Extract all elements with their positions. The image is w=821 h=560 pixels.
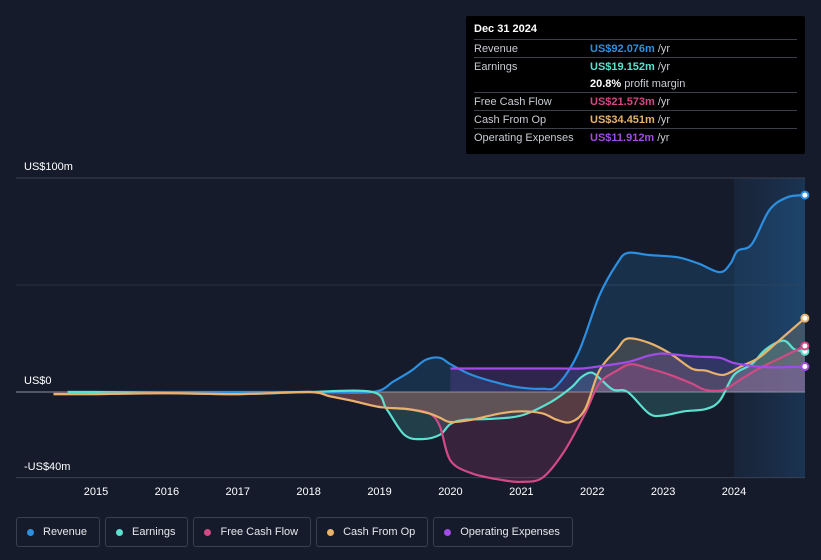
tooltip-unit: /yr (657, 60, 671, 73)
x-tick-2021: 2021 (509, 486, 533, 498)
tooltip-unit: profit margin (624, 77, 686, 90)
legend-item-cash-from-op[interactable]: Cash From Op (316, 517, 429, 547)
x-axis-ticks: 2015 2016 2017 2018 2019 2020 2021 2022 2023 2024 (84, 486, 746, 498)
legend-item-revenue[interactable]: Revenue (16, 517, 101, 547)
endpoint-free-cash-flow (800, 341, 810, 351)
line-operating-expenses (450, 352, 805, 370)
series-lines (53, 194, 806, 484)
x-tick-2019: 2019 (367, 486, 391, 498)
legend-dot-icon (27, 528, 34, 536)
endpoint-operating-expenses (800, 362, 810, 372)
tooltip-label: Free Cash Flow (474, 95, 552, 108)
tooltip-value: US$92.076m (590, 42, 655, 55)
x-tick-2023: 2023 (651, 486, 675, 498)
tooltip-label: Earnings (474, 60, 518, 73)
x-tick-2024: 2024 (722, 486, 746, 498)
tooltip-row-operating-expenses: Operating Expenses US$11.912m /yr (474, 128, 797, 146)
legend-item-operating-expenses[interactable]: Operating Expenses (433, 517, 573, 547)
tooltip-unit: /yr (657, 113, 671, 126)
area-operating-expenses (450, 353, 805, 392)
x-tick-2015: 2015 (84, 486, 108, 498)
tooltip-label: Revenue (474, 42, 519, 55)
legend-item-earnings[interactable]: Earnings (105, 517, 189, 547)
line-earnings (67, 339, 806, 441)
y-axis-label-zero: US$0 (24, 375, 52, 387)
legend-dot-icon (327, 528, 335, 536)
area-free-cash-flow (53, 346, 805, 482)
tooltip-value: US$21.573m (590, 95, 655, 108)
line-revenue (67, 194, 806, 394)
data-tooltip: Dec 31 2024 Revenue US$92.076m /yr Earni… (466, 16, 805, 154)
tooltip-row-earnings: Earnings US$19.152m /yr (474, 57, 797, 75)
tooltip-unit: /yr (657, 131, 670, 144)
x-tick-2018: 2018 (296, 486, 320, 498)
tooltip-value: US$19.152m (590, 60, 655, 73)
legend-label: Operating Expenses (460, 526, 560, 538)
tooltip-label: Operating Expenses (474, 131, 574, 144)
x-tick-2016: 2016 (155, 486, 179, 498)
x-tick-2020: 2020 (438, 486, 462, 498)
legend-label: Earnings (132, 526, 176, 538)
tooltip-row-profit-margin: 20.8% profit margin (474, 75, 797, 92)
endpoint-revenue (800, 190, 810, 200)
tooltip-value: US$11.912m (590, 131, 655, 144)
y-axis-label-top: US$100m (24, 161, 73, 173)
x-tick-2017: 2017 (226, 486, 250, 498)
x-tick-2022: 2022 (580, 486, 604, 498)
legend-label: Revenue (43, 526, 88, 538)
legend-dot-icon (444, 528, 452, 536)
chart-legend: Revenue Earnings Free Cash Flow Cash Fro… (16, 517, 573, 547)
legend-item-free-cash-flow[interactable]: Free Cash Flow (193, 517, 312, 547)
endpoint-cash-from-op (800, 313, 810, 323)
line-cash-from-op (53, 317, 806, 424)
legend-dot-icon (116, 528, 124, 536)
legend-label: Cash From Op (343, 526, 416, 538)
y-axis-label-bottom: -US$40m (24, 461, 70, 473)
tooltip-value: US$34.451m (590, 113, 655, 126)
legend-label: Free Cash Flow (220, 526, 299, 538)
tooltip-label: Cash From Op (474, 113, 547, 126)
tooltip-unit: /yr (657, 95, 671, 108)
tooltip-row-free-cash-flow: Free Cash Flow US$21.573m /yr (474, 92, 797, 110)
legend-dot-icon (204, 528, 212, 536)
tooltip-row-cash-from-op: Cash From Op US$34.451m /yr (474, 110, 797, 128)
tooltip-value: 20.8% (590, 77, 622, 90)
tooltip-unit: /yr (657, 42, 671, 55)
tooltip-date: Dec 31 2024 (474, 23, 537, 35)
tooltip-row-revenue: Revenue US$92.076m /yr (474, 39, 797, 57)
series-endpoints (800, 190, 810, 372)
